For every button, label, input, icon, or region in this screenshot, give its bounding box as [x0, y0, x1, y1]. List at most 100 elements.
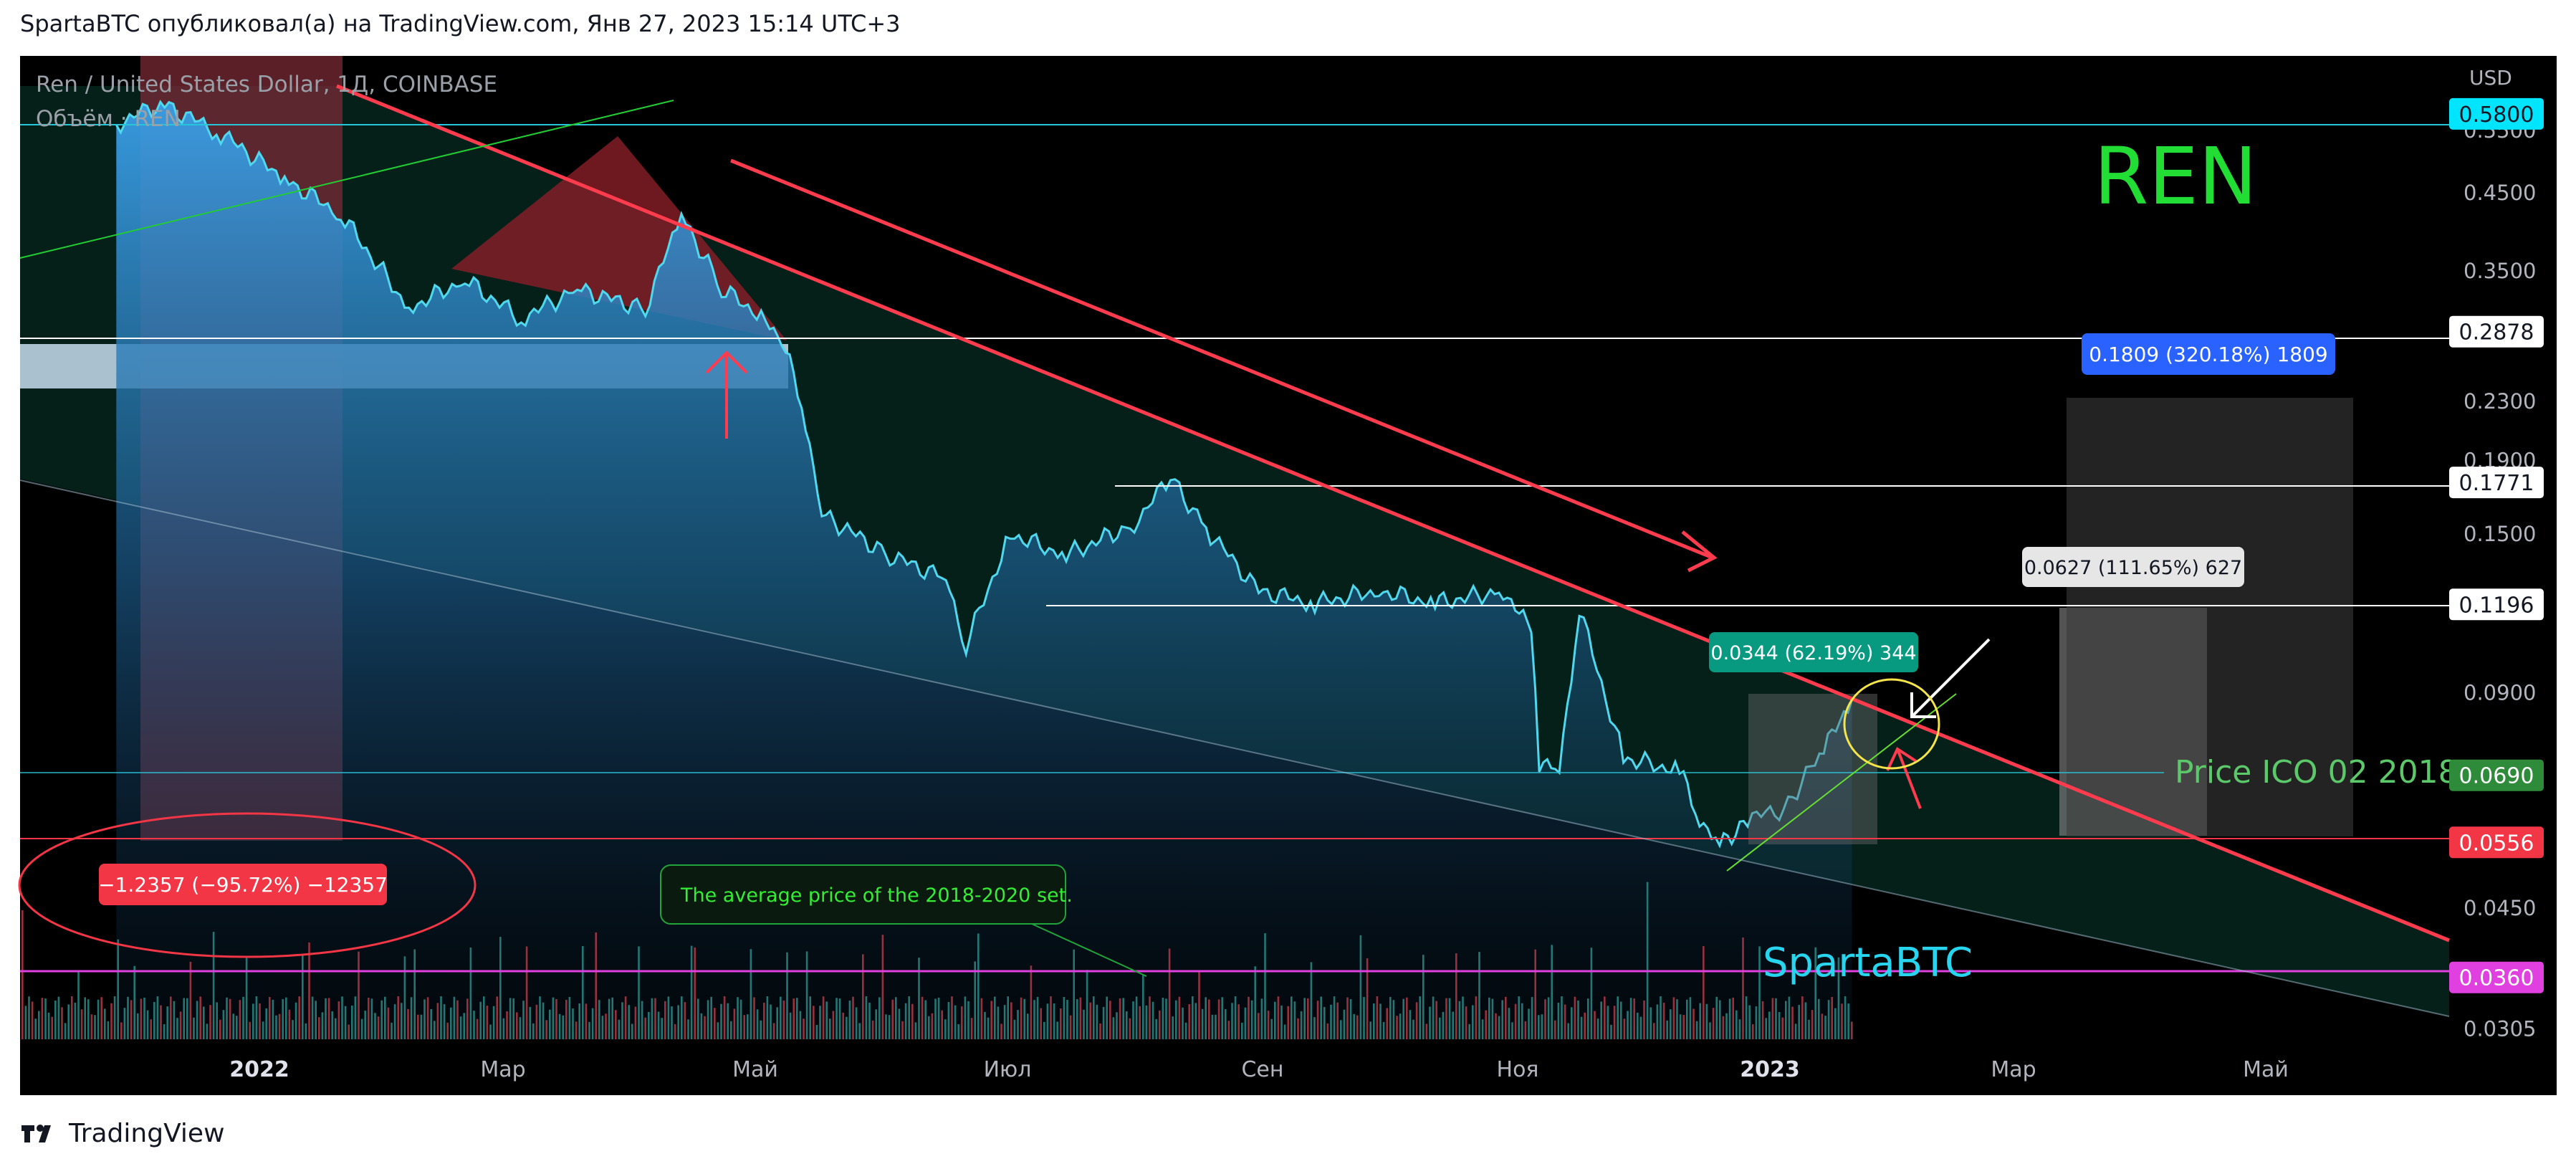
volume-bar	[1538, 1015, 1540, 1039]
volume-bar	[110, 1003, 112, 1039]
volume-bar	[671, 1006, 673, 1039]
volume-bar	[413, 949, 416, 1039]
volume-bar	[727, 1003, 729, 1039]
volume-bar	[1003, 1005, 1006, 1039]
volume-bar	[407, 1008, 409, 1039]
volume-bar	[1132, 1001, 1134, 1039]
volume-bar	[1613, 1006, 1616, 1039]
volume-bar	[990, 1001, 992, 1039]
volume-bar	[997, 1006, 1000, 1039]
volume-bar	[1488, 997, 1490, 1039]
x-tick-label: Май	[2243, 1057, 2289, 1082]
volume-bar	[1567, 1023, 1569, 1039]
volume-bar	[1151, 1001, 1154, 1039]
volume-bar	[170, 996, 172, 1039]
volume-bar	[31, 1001, 34, 1039]
volume-bar	[146, 1010, 149, 1039]
volume-bar	[618, 1019, 621, 1039]
volume-bar	[298, 996, 300, 1039]
volume-bar	[308, 942, 310, 1039]
volume-bar	[1000, 1024, 1002, 1039]
volume-bar	[862, 954, 864, 1039]
volume-bar	[868, 1003, 871, 1039]
volume-bar	[730, 1021, 732, 1039]
y-tick-label: 0.0450	[2464, 896, 2536, 920]
volume-bar	[855, 1007, 858, 1039]
volume-bar	[1432, 996, 1435, 1039]
volume-bar	[166, 1006, 168, 1039]
symbol-legend[interactable]: Ren / United States Dollar, 1Д, COINBASE	[36, 72, 497, 97]
volume-bar	[1442, 1011, 1445, 1039]
x-tick-label: Мар	[1991, 1057, 2036, 1082]
volume-bar	[1149, 996, 1151, 1039]
y-tick-label: 0.0305	[2464, 1017, 2536, 1041]
volume-bar	[522, 1001, 525, 1039]
volume-bar	[552, 997, 555, 1039]
volume-bar	[842, 1012, 844, 1039]
volume-bar	[193, 1017, 195, 1039]
volume-bar	[1013, 1019, 1016, 1039]
volume-bar	[1316, 1001, 1319, 1039]
price-tag-value: 0.0360	[2459, 966, 2534, 991]
volume-bar	[1844, 996, 1847, 1039]
measure-label-320: 0.1809 (320.18%) 1809	[2082, 333, 2335, 375]
volume-bar	[1234, 996, 1237, 1039]
parallel-downtrend-line	[730, 158, 1713, 560]
volume-bar	[1676, 999, 1678, 1039]
volume-legend[interactable]: Объём · REN	[36, 106, 181, 132]
volume-bar	[664, 1001, 666, 1039]
volume-bar	[259, 1003, 261, 1039]
volume-bar	[1313, 1017, 1316, 1039]
volume-bar	[173, 1001, 176, 1039]
volume-bar	[1468, 1024, 1470, 1039]
red-up-arrow-icon	[705, 350, 748, 439]
volume-bar	[1069, 1015, 1072, 1039]
volume-bar	[739, 999, 742, 1039]
volume-bar	[387, 1007, 390, 1039]
volume-bar	[143, 997, 145, 1039]
measure-label-111: 0.0627 (111.65%) 627	[2022, 547, 2244, 587]
volume-bar	[1712, 1008, 1715, 1039]
volume-bar	[835, 998, 838, 1039]
white-down-arrow-icon	[1910, 638, 1991, 718]
volume-bar	[1728, 998, 1731, 1039]
volume-bar	[1359, 935, 1362, 1039]
volume-bar	[133, 965, 135, 1039]
volume-bar	[1455, 953, 1457, 1039]
volume-bar	[961, 1006, 963, 1039]
volume-bar	[1349, 999, 1352, 1039]
x-tick-label: Сен	[1241, 1057, 1283, 1082]
volume-bar	[654, 998, 656, 1039]
volume-bar	[150, 1019, 152, 1039]
volume-bar	[591, 1008, 594, 1039]
volume-bar	[209, 1005, 211, 1039]
volume-bar	[113, 996, 116, 1039]
volume-bar	[1752, 1024, 1754, 1039]
volume-bar	[1458, 1001, 1461, 1039]
volume-bar	[1465, 1006, 1467, 1039]
x-tick-label: Ноя	[1497, 1057, 1539, 1082]
volume-bar	[766, 996, 769, 1039]
y-axis[interactable]: 0.55000.45000.35000.23000.19000.15000.09…	[2464, 118, 2536, 1041]
volume-bar	[1748, 1005, 1751, 1039]
volume-bar	[1274, 1001, 1276, 1039]
volume-bar	[1155, 1018, 1157, 1039]
volume-bar	[1159, 1011, 1161, 1039]
volume-bar	[1837, 957, 1840, 1039]
avg-price-note: The average price of the 2018-2020 set.	[680, 884, 1073, 907]
volume-bar	[1738, 1019, 1741, 1039]
volume-bar	[605, 1013, 607, 1039]
volume-bar	[57, 996, 60, 1039]
volume-bar	[1758, 946, 1761, 1039]
volume-bar	[327, 998, 330, 1039]
volume-bar	[1046, 1003, 1049, 1039]
x-axis[interactable]: 2022 Мар Май Июл Сен Ноя 2023 Мар Май	[229, 1057, 2289, 1082]
volume-bar	[1412, 1019, 1414, 1039]
volume-bar	[984, 1011, 986, 1039]
green-rising-line	[19, 100, 674, 259]
volume-bar	[532, 1023, 535, 1039]
volume-bar	[1719, 1000, 1721, 1039]
volume-bar	[1237, 1004, 1240, 1039]
volume-bar	[1660, 996, 1662, 1039]
